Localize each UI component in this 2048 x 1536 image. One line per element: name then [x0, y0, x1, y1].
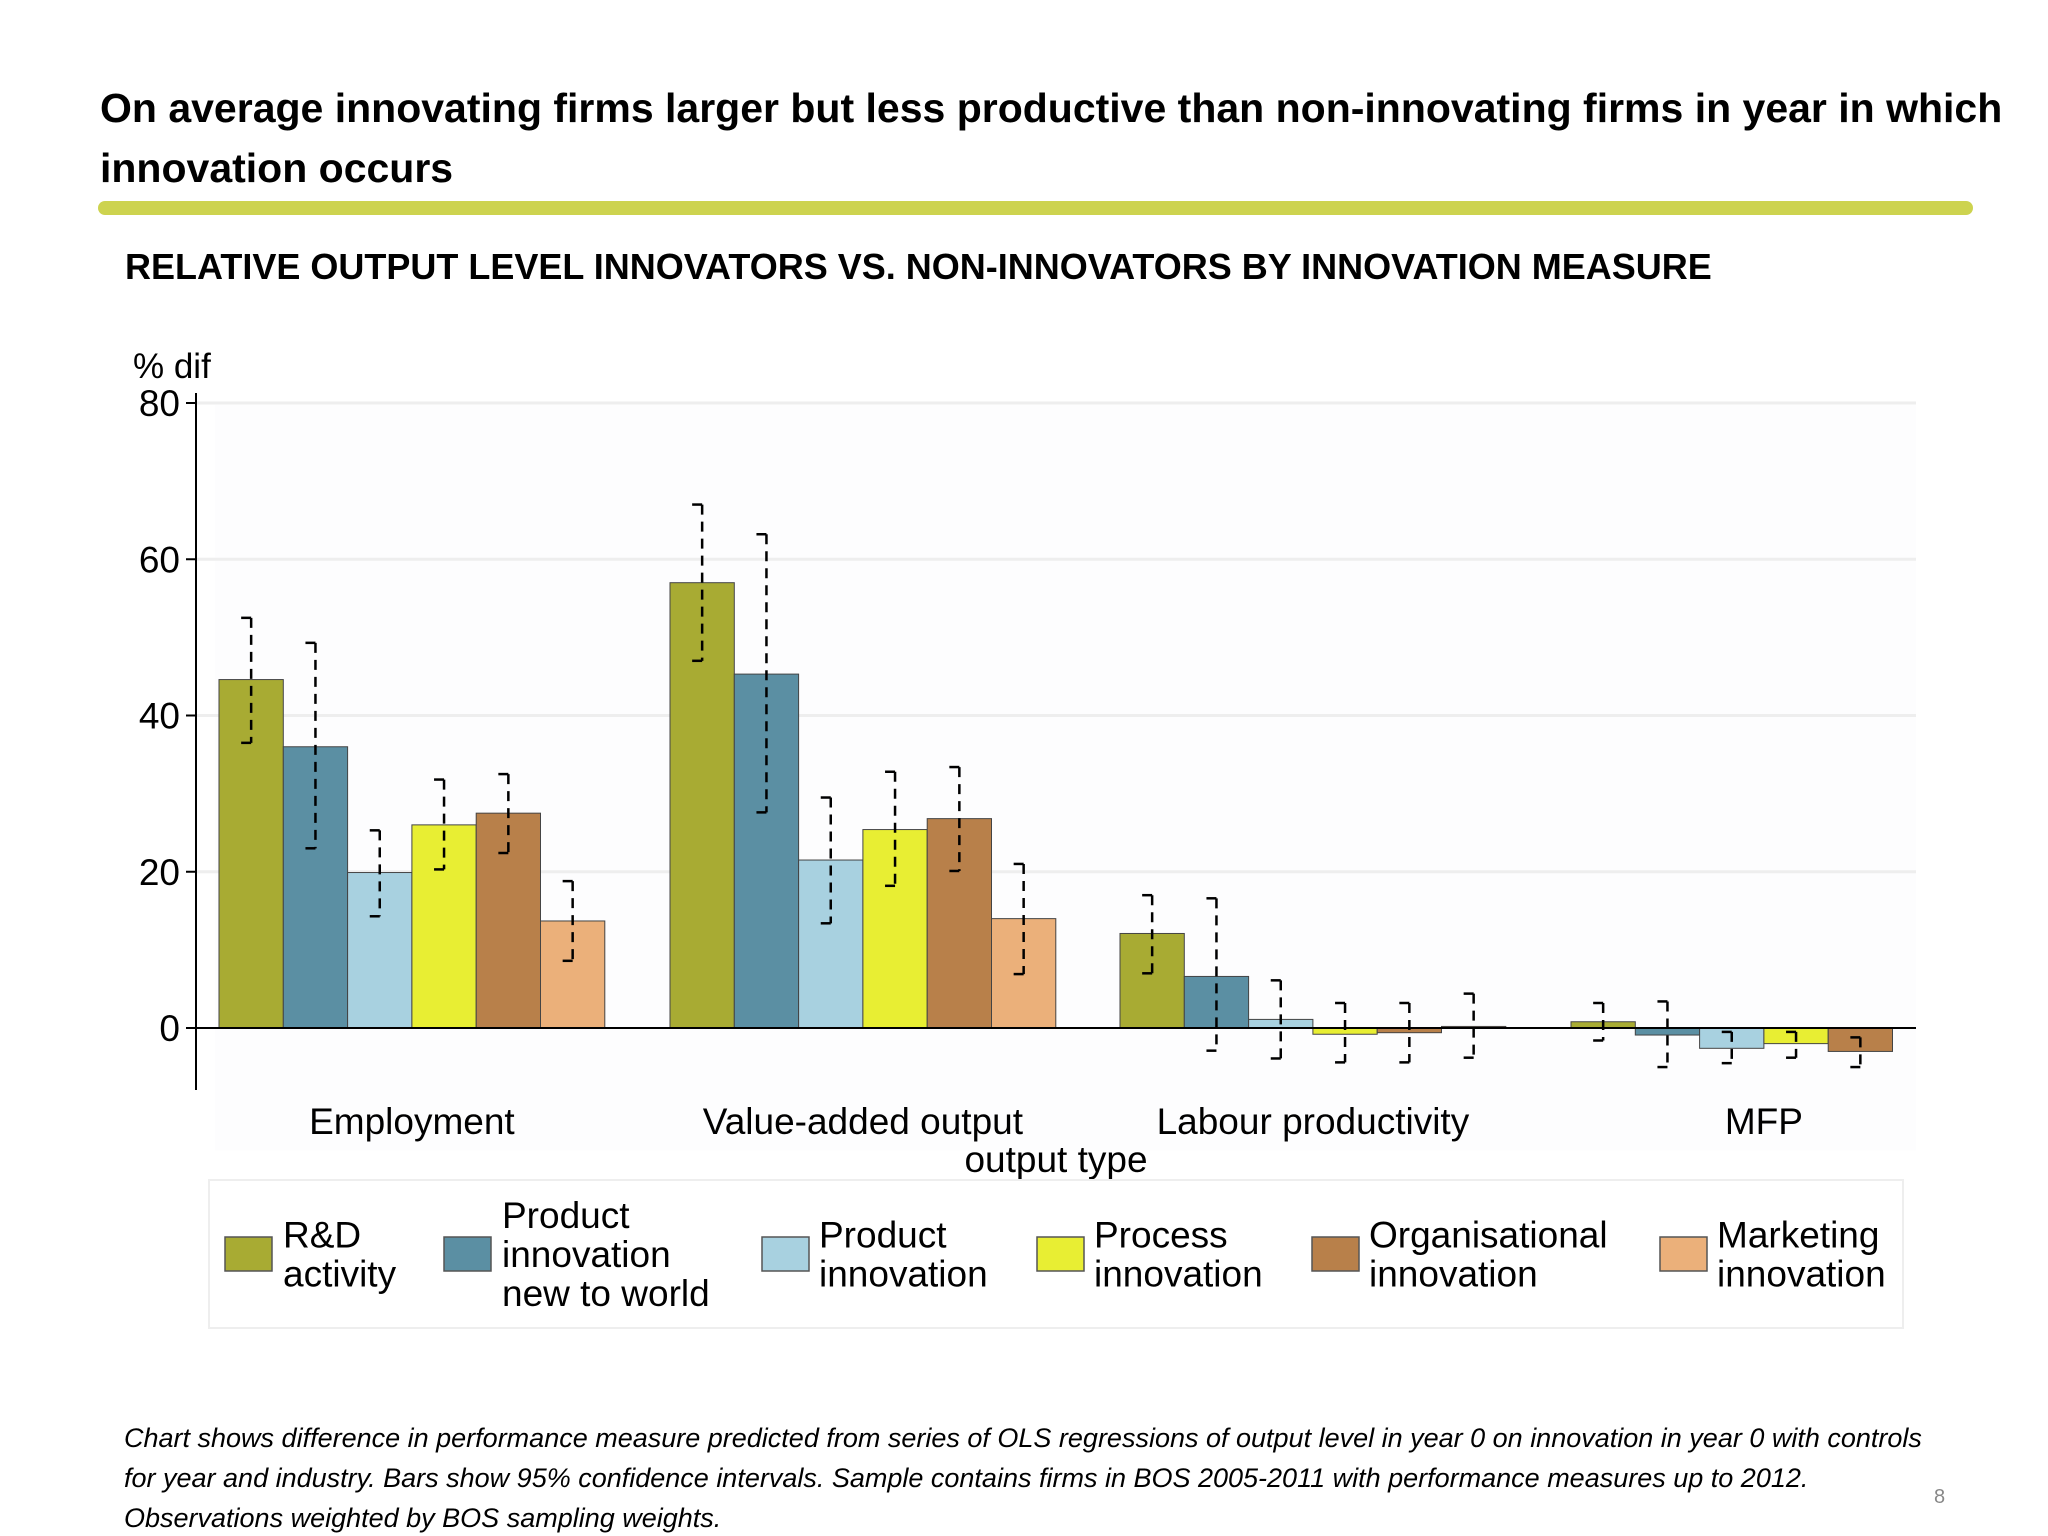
bar: [282, 746, 349, 1029]
legend-swatch: [1311, 1236, 1360, 1272]
legend-label: Product: [819, 1215, 947, 1256]
category-label: Employment: [309, 1101, 515, 1142]
error-bar: [949, 765, 961, 873]
error-bar: [820, 796, 832, 925]
error-bar: [241, 616, 253, 745]
category-label: Value-added output: [703, 1101, 1024, 1142]
page-number: 8: [1934, 1486, 1946, 1508]
bar: [733, 673, 800, 1029]
legend-label: activity: [283, 1254, 397, 1295]
error-bar: [305, 641, 317, 850]
error-bar: [1399, 1001, 1411, 1064]
legend-swatch: [1036, 1236, 1085, 1272]
error-bar: [434, 778, 446, 871]
error-bar: [885, 770, 897, 888]
error-bar: [1270, 979, 1282, 1060]
legend-label: Process: [1094, 1215, 1228, 1256]
error-bar: [1142, 893, 1154, 975]
error-bar: [1657, 1000, 1669, 1069]
legend-label: innovation: [1369, 1254, 1538, 1295]
x-axis-label: output type: [964, 1139, 1147, 1180]
footnote: Chart shows difference in performance me…: [124, 1423, 1922, 1533]
legend-swatch: [1659, 1236, 1708, 1272]
error-bar: [369, 829, 381, 918]
legend-swatch: [443, 1236, 492, 1272]
category-label: Labour productivity: [1157, 1101, 1470, 1142]
error-bar: [562, 879, 574, 963]
legend-label: R&D: [283, 1215, 361, 1256]
bar: [926, 818, 993, 1029]
error-bar: [1463, 992, 1475, 1059]
error-bar: [498, 772, 510, 855]
bar: [411, 824, 477, 1029]
legend-label: innovation: [1717, 1254, 1886, 1295]
error-bar: [1593, 1001, 1605, 1042]
error-bar: [1786, 1030, 1798, 1059]
legend-swatch: [224, 1236, 273, 1272]
legend-label: Product: [502, 1195, 630, 1236]
error-bar: [1850, 1036, 1862, 1069]
plot-area: [215, 403, 1916, 1151]
legend-swatch: [761, 1236, 810, 1272]
bar: [218, 679, 284, 1029]
bar: [1634, 1027, 1701, 1036]
legend-label: innovation: [1094, 1254, 1263, 1295]
legend-label: new to world: [502, 1273, 710, 1314]
error-bar: [692, 503, 704, 663]
bar: [669, 582, 735, 1029]
y-tick-label: 60: [139, 539, 180, 580]
legend-label: innovation: [502, 1234, 671, 1275]
y-axis-label: % dif: [133, 347, 211, 386]
title-underline: [98, 201, 1973, 215]
y-tick-label: 20: [139, 852, 180, 893]
legend-label: Organisational: [1369, 1215, 1608, 1256]
y-tick-label: 40: [139, 696, 180, 737]
chart-subtitle: RELATIVE OUTPUT LEVEL INNOVATORS VS. NON…: [125, 246, 1712, 287]
error-bar: [1335, 1001, 1347, 1064]
error-bar: [1206, 897, 1218, 1052]
error-bar: [756, 533, 768, 814]
error-bar: [1721, 1030, 1733, 1065]
slide-title: On average innovating firms larger but l…: [100, 85, 2003, 191]
category-label: MFP: [1725, 1101, 1803, 1142]
y-tick-label: 0: [159, 1008, 180, 1049]
legend-label: Marketing: [1717, 1215, 1879, 1256]
legend-label: innovation: [819, 1254, 988, 1295]
error-bar: [1013, 862, 1025, 976]
y-tick-label: 80: [139, 383, 180, 424]
bar: [347, 872, 413, 1029]
